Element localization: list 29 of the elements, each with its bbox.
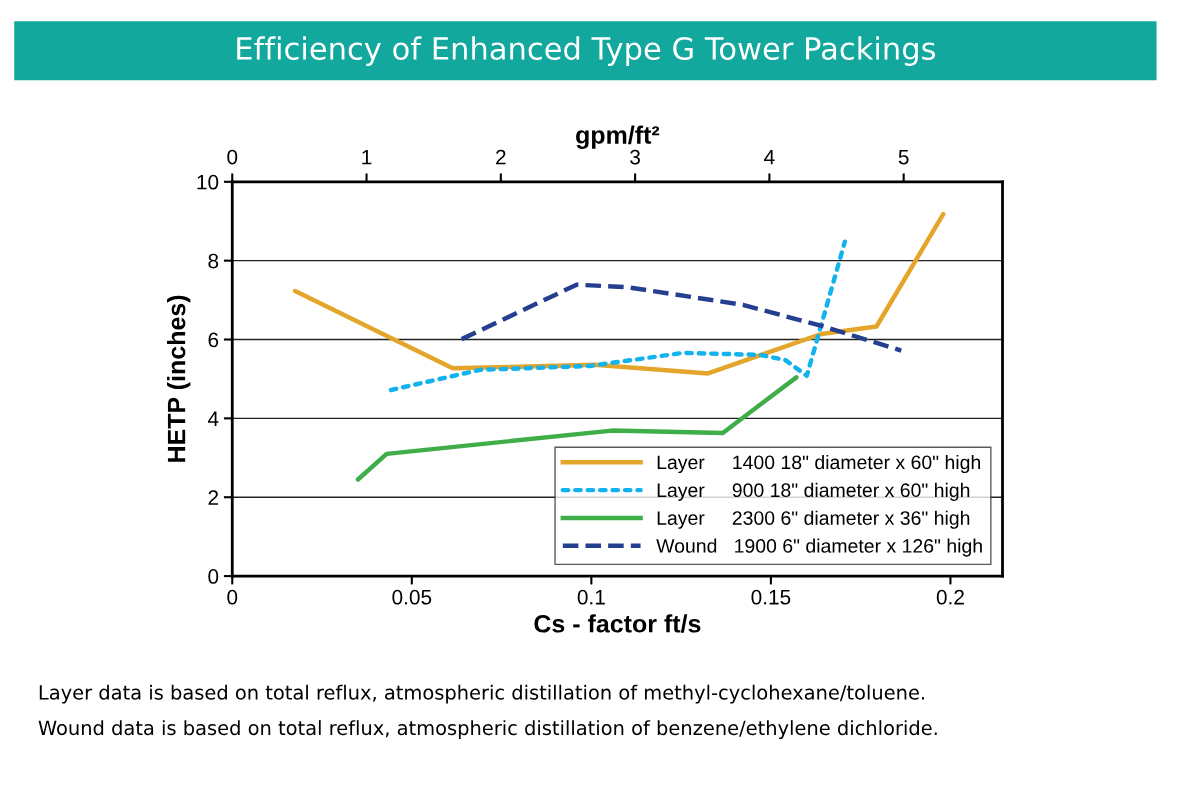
x-tick-label: 0 [227, 589, 238, 605]
text: Layer data is based on total reflux, atmospheric distillation of methyl-cyclohexane/toluene. [39, 684, 925, 704]
x2-tick-label: 1 [362, 149, 372, 165]
y-tick-label: 2 [208, 490, 219, 505]
x2-tick-label: 4 [764, 149, 775, 165]
x-tick-label: 0.1 [577, 589, 605, 605]
x-tick-label: 0.15 [751, 589, 791, 605]
line-series [388, 239, 848, 393]
legend-label: Layer 1400 18" diameter x 60" high [657, 454, 980, 474]
text: Wound data is based on total reflux, atmospheric distillation of benzene/ethylene dichloride. [38, 720, 937, 739]
x2-tick-label: 5 [898, 149, 909, 165]
y-tick-label: 0 [208, 569, 219, 584]
x-tick-label: 0.05 [392, 589, 432, 605]
legend-label: Wound 1900 6" diameter x 126" high [656, 538, 982, 557]
x2-tick-label: 0 [227, 149, 238, 165]
y-tick-label: 8 [208, 253, 219, 269]
legend-label: Layer 2300 6" diameter x 36" high [657, 510, 970, 529]
line-series [459, 282, 904, 353]
x-axis-title: Cs - factor ft/s [534, 614, 701, 633]
legend-label: Layer 900 18" diameter x 60" high [657, 482, 970, 501]
y-tick-label: 10 [197, 174, 219, 190]
x-tick-label: 0.2 [936, 589, 964, 605]
x2-tick-label: 3 [630, 149, 640, 165]
y-tick-label: 6 [208, 332, 219, 348]
y-axis-title: HETP (inches) [167, 295, 191, 462]
x2-axis-title: gpm/ft² [576, 125, 660, 149]
y-tick-label: 4 [207, 411, 219, 426]
chart-title: Efficiency of Enhanced Type G Tower Packings [237, 36, 936, 66]
x2-tick-label: 2 [496, 149, 506, 165]
